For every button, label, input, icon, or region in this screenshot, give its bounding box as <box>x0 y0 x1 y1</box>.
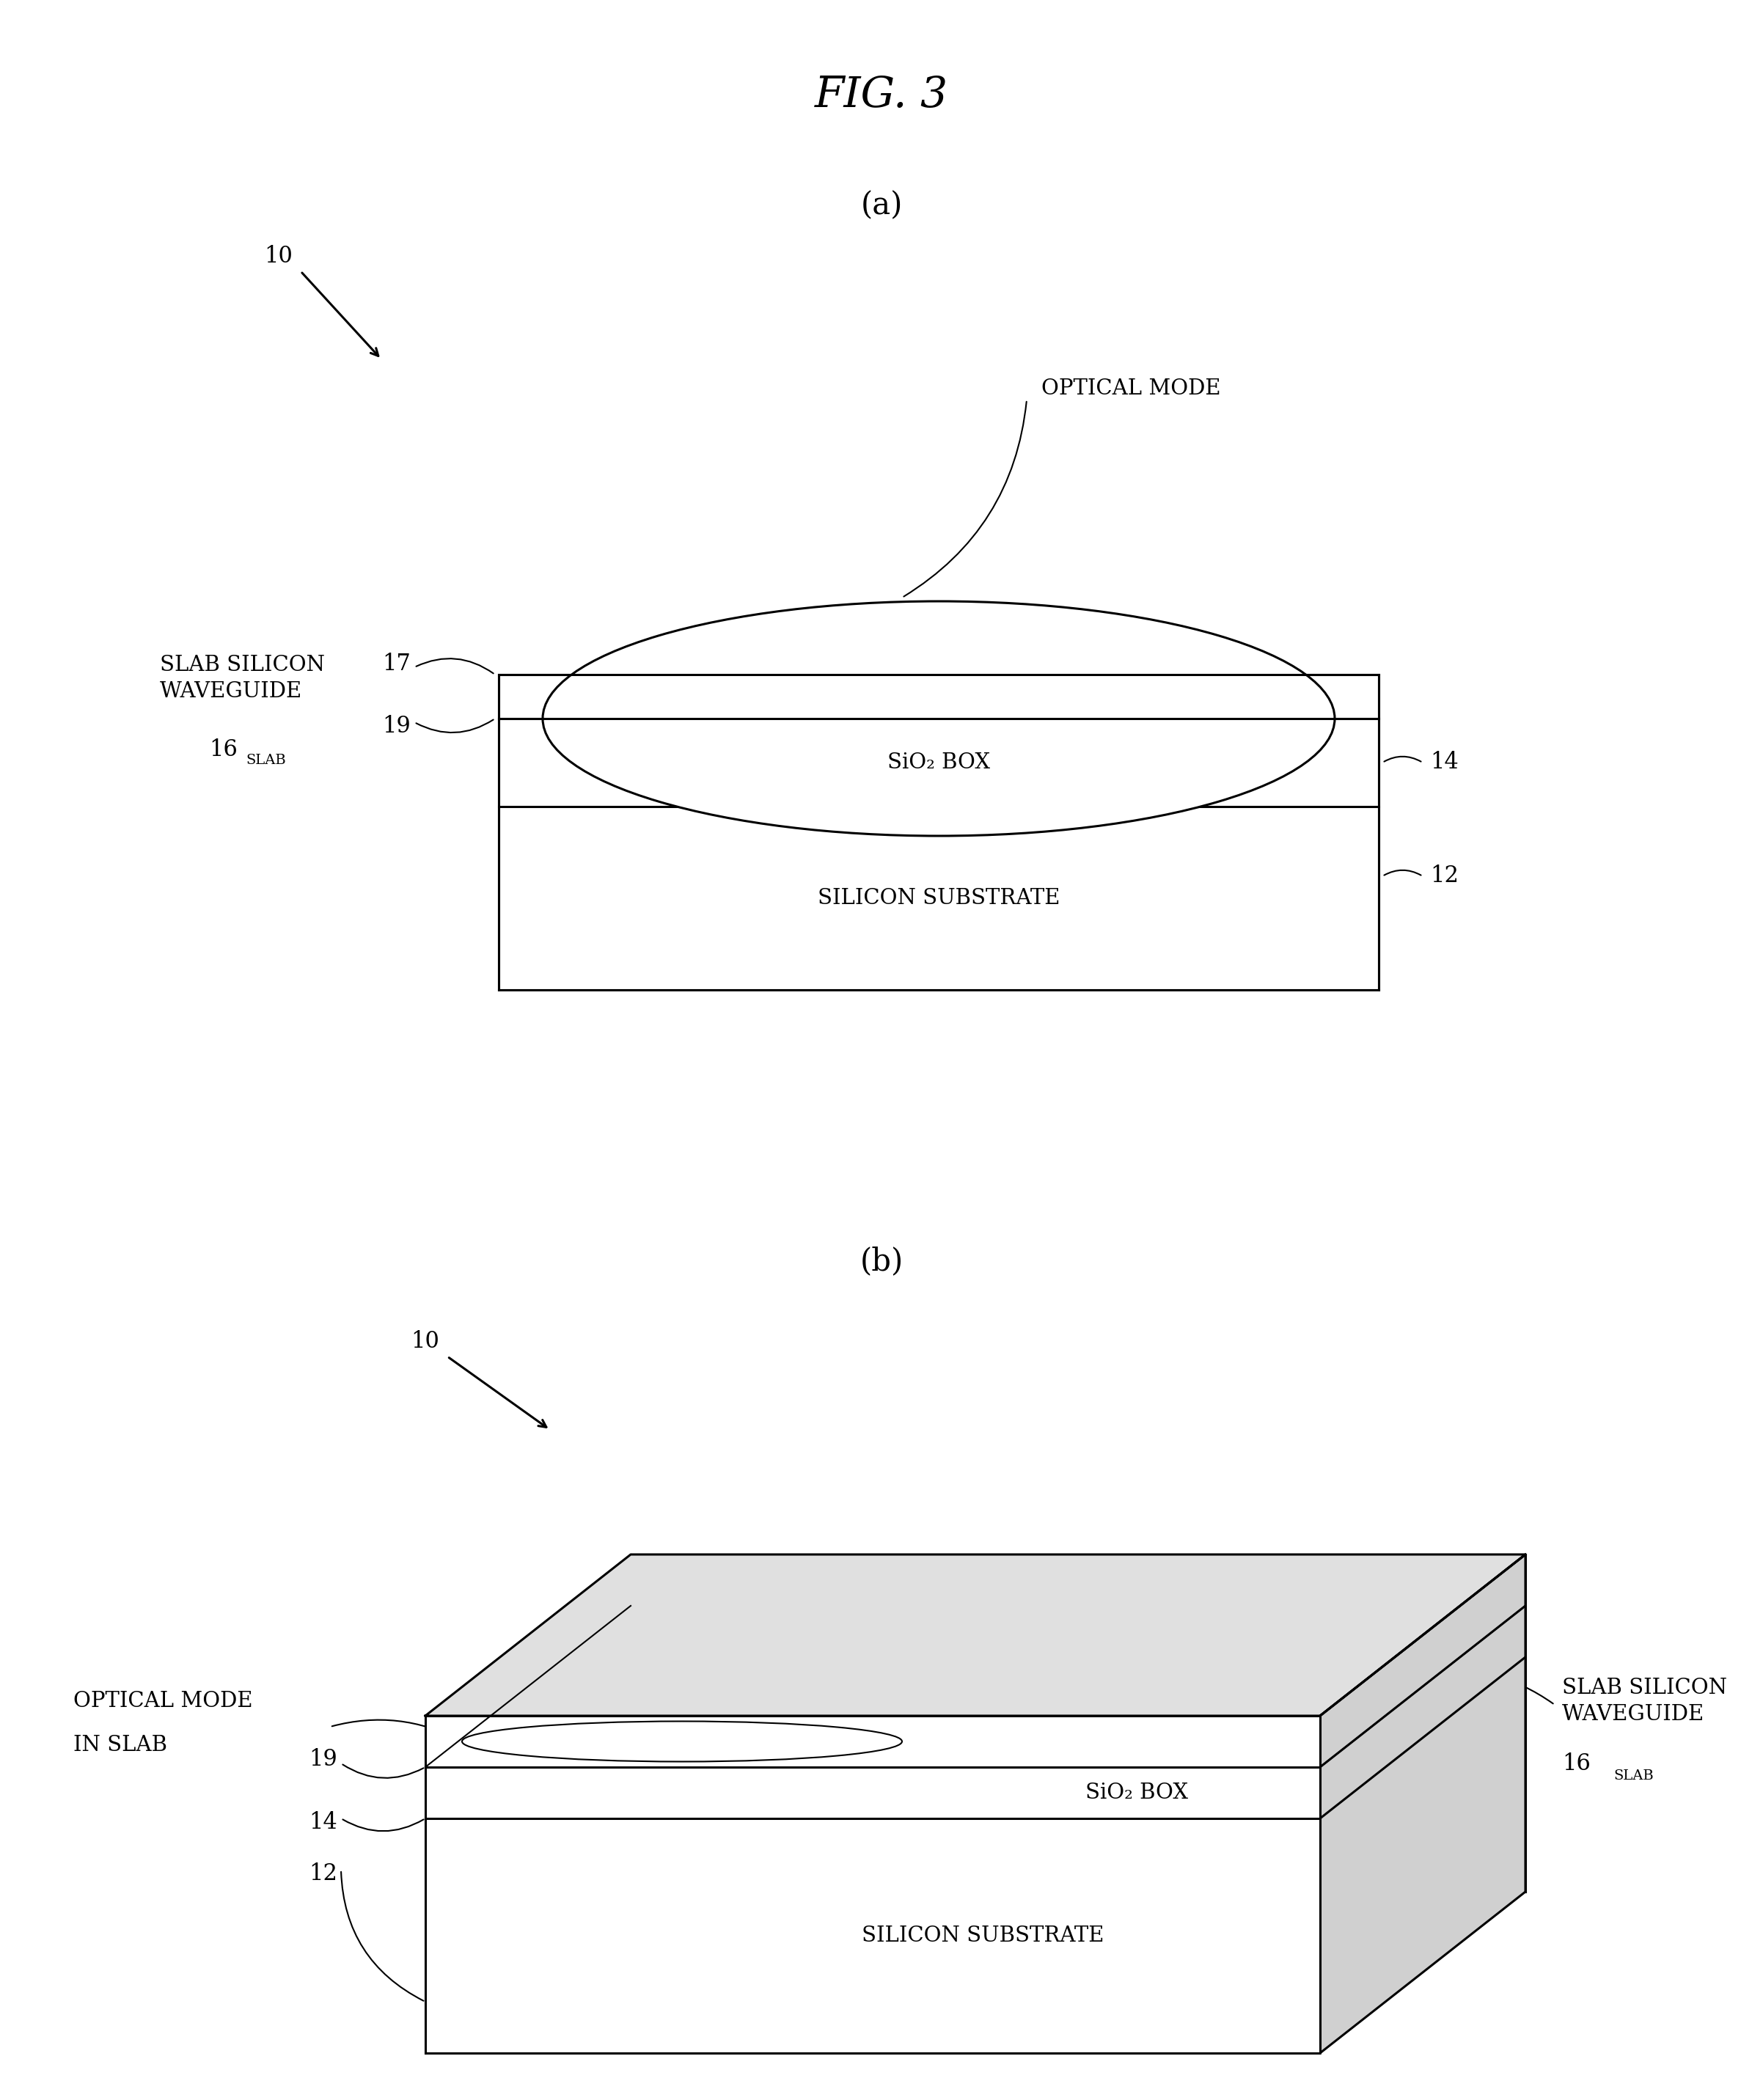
Text: OPTICAL MODE: OPTICAL MODE <box>74 1690 252 1711</box>
Bar <box>499 674 1379 989</box>
Ellipse shape <box>462 1722 903 1762</box>
Polygon shape <box>425 1716 1320 2054</box>
Text: 14: 14 <box>1430 752 1458 775</box>
Text: 17: 17 <box>383 653 411 674</box>
Text: SiO₂ BOX: SiO₂ BOX <box>1086 1783 1188 1804</box>
Text: 10: 10 <box>264 246 293 269</box>
Text: 19: 19 <box>309 1749 337 1770</box>
Text: SLAB SILICON
WAVEGUIDE: SLAB SILICON WAVEGUIDE <box>159 655 324 701</box>
Text: FIG. 3: FIG. 3 <box>815 76 948 116</box>
Text: 16: 16 <box>1562 1751 1590 1774</box>
Text: SiO₂ BOX: SiO₂ BOX <box>887 752 991 773</box>
Text: 10: 10 <box>411 1331 439 1352</box>
Text: 17: 17 <box>587 1632 615 1655</box>
Text: 12: 12 <box>1430 865 1458 888</box>
Text: 19: 19 <box>383 714 411 737</box>
Polygon shape <box>1320 1554 1525 2054</box>
Text: 12: 12 <box>309 1863 337 1886</box>
Text: SILICON SUBSTRATE: SILICON SUBSTRATE <box>818 888 1060 909</box>
Text: (a): (a) <box>860 189 903 220</box>
Text: (b): (b) <box>860 1245 903 1277</box>
Text: SLAB: SLAB <box>245 754 286 766</box>
Text: SILICON SUBSTRATE: SILICON SUBSTRATE <box>862 1926 1104 1947</box>
Text: IN SLAB: IN SLAB <box>74 1735 167 1756</box>
Text: 14: 14 <box>309 1810 337 1833</box>
Ellipse shape <box>543 601 1335 836</box>
Text: OPTICAL MODE: OPTICAL MODE <box>1042 378 1220 399</box>
Text: SLAB: SLAB <box>1613 1770 1654 1783</box>
Text: 16: 16 <box>210 737 238 760</box>
Polygon shape <box>425 1554 1525 1716</box>
Text: SLAB SILICON
WAVEGUIDE: SLAB SILICON WAVEGUIDE <box>1562 1678 1728 1724</box>
